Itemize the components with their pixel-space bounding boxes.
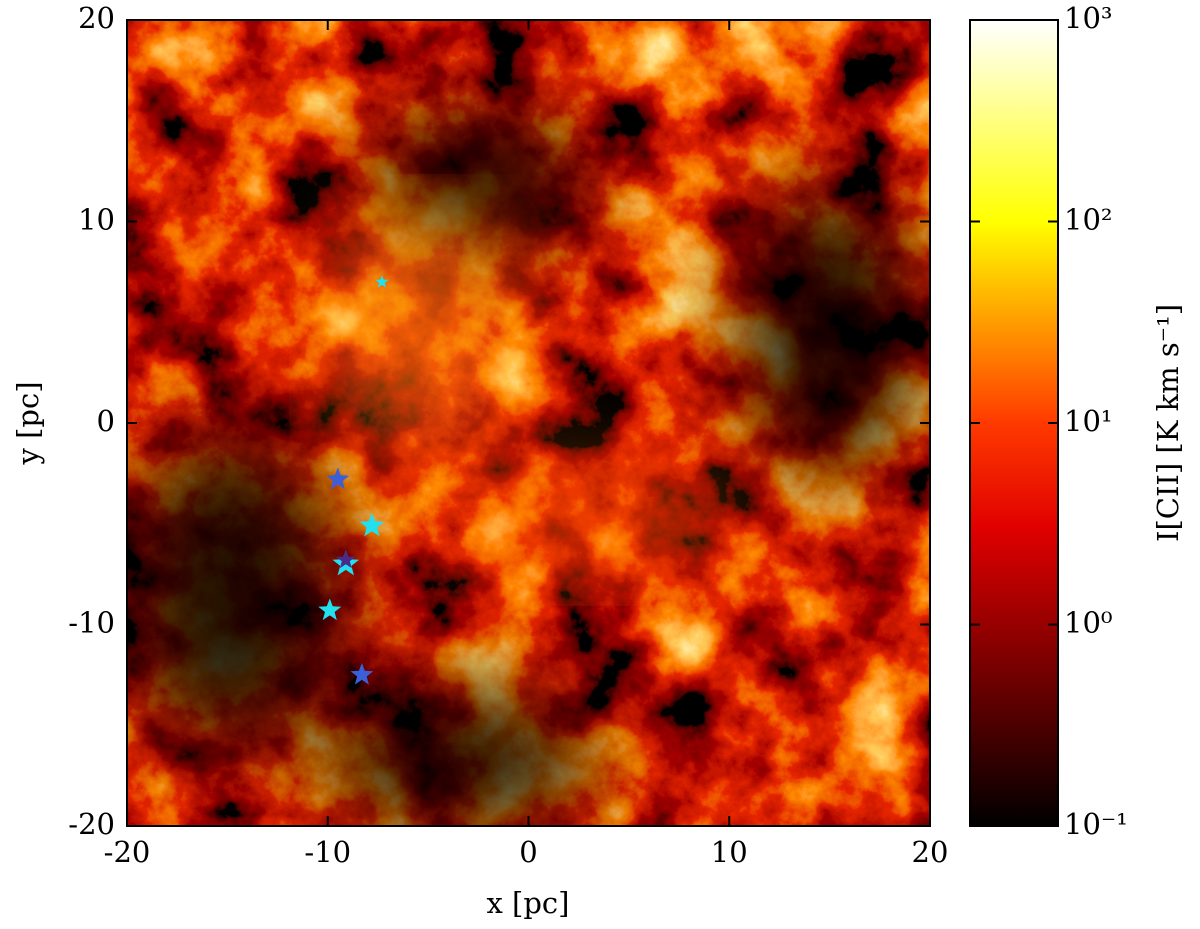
y-tick-label: -20 — [68, 807, 115, 841]
heatmap-image — [127, 20, 930, 826]
colorbar-label: I[CII] [K km s⁻¹] — [1151, 304, 1185, 542]
colorbar-tick-label: 10³ — [1064, 1, 1113, 35]
y-tick-label: 10 — [78, 203, 115, 237]
star-marker — [359, 512, 385, 537]
colorbar-tick-label: 10¹ — [1064, 404, 1113, 438]
colorbar — [969, 19, 1059, 827]
y-tick-label: 0 — [97, 404, 115, 438]
x-tick-label: 10 — [711, 835, 748, 869]
star-marker — [350, 662, 374, 685]
y-tick-label: -10 — [68, 606, 115, 640]
x-tick-label: -20 — [104, 835, 151, 869]
x-tick-label: 20 — [912, 835, 949, 869]
star-marker — [375, 274, 389, 288]
star-marker — [326, 467, 350, 490]
x-tick-label: 0 — [519, 835, 537, 869]
colorbar-tick-label: 10² — [1064, 203, 1113, 237]
y-axis-label: y [pc] — [11, 381, 45, 465]
x-axis-label: x [pc] — [486, 886, 569, 920]
colorbar-tick-label: 10⁻¹ — [1064, 807, 1128, 841]
star-marker — [318, 598, 342, 621]
y-tick-label: 20 — [78, 1, 115, 35]
x-tick-label: -10 — [304, 835, 351, 869]
star-marker — [336, 550, 356, 569]
colorbar-tick-label: 10⁰ — [1064, 606, 1113, 640]
